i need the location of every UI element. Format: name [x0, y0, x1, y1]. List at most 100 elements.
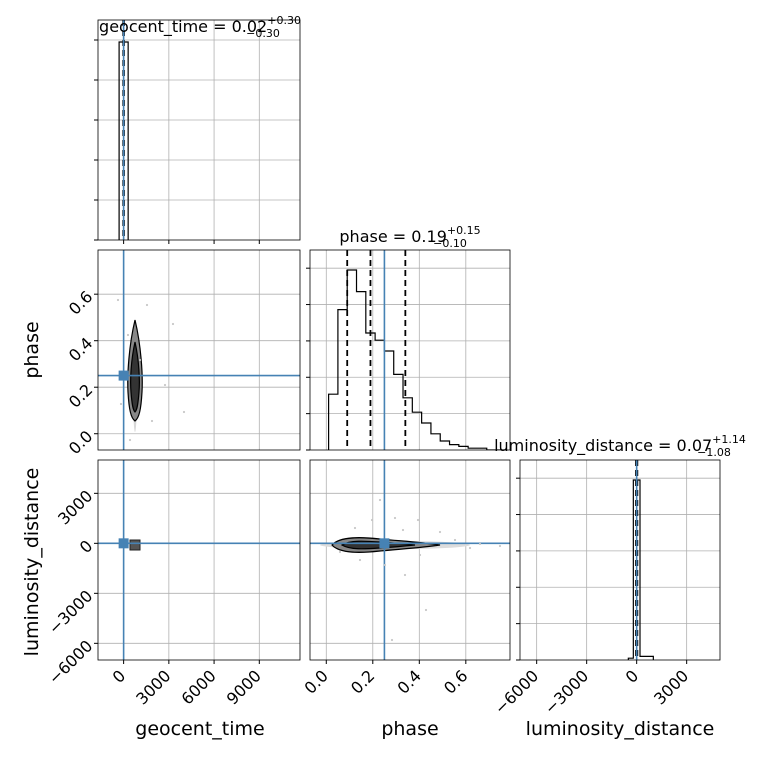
sample-point [424, 608, 428, 612]
sample-point [378, 498, 382, 502]
sample-point [338, 550, 342, 554]
ytick-label: 3000 [54, 486, 96, 528]
scatter-ld-vs-phase [310, 460, 510, 660]
contour-blob [129, 539, 141, 551]
sample-point [119, 402, 123, 406]
sample-point [150, 419, 154, 423]
title-luminosity-distance: luminosity_distance = 0.07+1.14 −1.08 [494, 433, 746, 459]
truth-marker [118, 370, 129, 381]
panel-geocent-time-hist: geocent_time = 0.02+0.30 −0.30 [94, 14, 301, 244]
xticks-phase: 0.0 0.2 0.4 0.6 [301, 660, 471, 698]
ytick-label: −3000 [45, 586, 97, 638]
hist-bar [422, 423, 431, 450]
title-prefix: phase = [339, 227, 411, 246]
ytick-label: 0.4 [65, 334, 96, 365]
sample-point [138, 358, 142, 362]
truth-marker [379, 538, 390, 549]
sample-point [438, 530, 442, 534]
hist-bar [384, 351, 393, 450]
xtick-label: 6000 [178, 666, 220, 708]
grid-ld-vs-geocent-time [98, 460, 300, 660]
ytick-label: 0.6 [65, 287, 96, 318]
panel-frame [97, 19, 301, 241]
ylabel-phase: phase [21, 321, 43, 378]
hist-step-line [328, 269, 506, 450]
panel-frame [519, 459, 721, 661]
hist-bar [403, 398, 412, 450]
sample-point [182, 410, 186, 414]
hist-bar [375, 340, 384, 450]
scatter-ld-vs-geocent-time [98, 460, 300, 660]
panel-ld-vs-phase: 0.0 0.2 0.4 0.6 [301, 459, 511, 698]
xticks-luminosity-distance: −6000−3000 0 3000 [491, 660, 692, 718]
hist-bar [431, 434, 440, 450]
hist-bar [394, 374, 403, 450]
title-prefix: luminosity_distance = [494, 436, 676, 456]
hist-bar [329, 394, 338, 450]
sample-point [478, 542, 482, 546]
xlabel-phase: phase [381, 718, 438, 740]
truth-marker [118, 538, 129, 549]
sample-point [393, 516, 397, 520]
panel-frame [97, 459, 301, 661]
grid-ld-hist [520, 460, 720, 660]
sample-point [453, 538, 457, 542]
ytick-label: 0 [76, 536, 97, 557]
xtick-label: 0.0 [301, 666, 332, 697]
panel-phase-vs-geocent-time: 0.0 0.2 0.4 0.6 [65, 249, 301, 458]
scatter-phase-vs-geocent-time [98, 250, 300, 450]
title-minus: −0.30 [246, 27, 280, 40]
hist-bar [450, 445, 459, 450]
grid-ld-vs-phase [310, 460, 510, 660]
title-plus: +0.15 [447, 224, 481, 237]
sample-point [403, 573, 407, 577]
yticks-ld-hist [516, 477, 520, 661]
sample-point [370, 518, 374, 522]
xtick-label: 3000 [650, 666, 692, 708]
sample-point [116, 298, 120, 302]
hist-bar [347, 270, 356, 450]
panel-frame [309, 249, 511, 451]
sample-point [383, 563, 387, 567]
title-phase: phase = 0.19+0.15 −0.10 [339, 224, 480, 250]
ytick-label: 0.0 [65, 427, 96, 458]
ylabel-luminosity-distance: luminosity_distance [21, 468, 43, 657]
xtick-label: 0.6 [440, 666, 471, 697]
sample-point [126, 333, 130, 337]
hist-bar [440, 441, 449, 450]
hist-bar [357, 292, 366, 450]
title-minus: −1.08 [697, 446, 731, 459]
hist-phase [328, 250, 506, 450]
ytick-label: 0.2 [65, 380, 96, 411]
yticks-phase: 0.0 0.2 0.4 0.6 [65, 287, 98, 458]
panel-ld-hist: −6000−3000 0 3000 luminosity_distance = 0.… [491, 433, 746, 718]
hist-luminosity-distance [627, 460, 654, 660]
title-plus: +0.30 [267, 14, 301, 27]
sample-point [163, 383, 167, 387]
hist-bar [338, 310, 347, 450]
title-geocent-time: geocent_time = 0.02+0.30 −0.30 [99, 14, 301, 40]
sample-point [416, 518, 420, 522]
hist-step-line [627, 479, 654, 660]
xtick-label: −3000 [541, 666, 593, 718]
title-median: 0.07 [677, 436, 713, 455]
yticks-geocent-time-hist [94, 39, 98, 241]
sample-point [468, 546, 472, 550]
contour-inner [130, 341, 140, 413]
title-minus: −0.10 [433, 237, 467, 250]
ytick-label: −6000 [45, 636, 97, 688]
sample-point [498, 544, 502, 548]
sample-point [353, 526, 357, 530]
xtick-label: 0 [622, 666, 643, 687]
title-median: 0.02 [232, 17, 268, 36]
title-median: 0.19 [411, 227, 447, 246]
panel-frame [309, 459, 511, 661]
xticks-geocent-time-hist [123, 240, 260, 244]
xtick-label: −6000 [491, 666, 543, 718]
xtick-label: 0 [109, 666, 130, 687]
panel-frame [97, 249, 301, 451]
yticks-luminosity-distance: −6000−3000 0 3000 [45, 486, 98, 688]
xtick-label: 3000 [132, 666, 174, 708]
